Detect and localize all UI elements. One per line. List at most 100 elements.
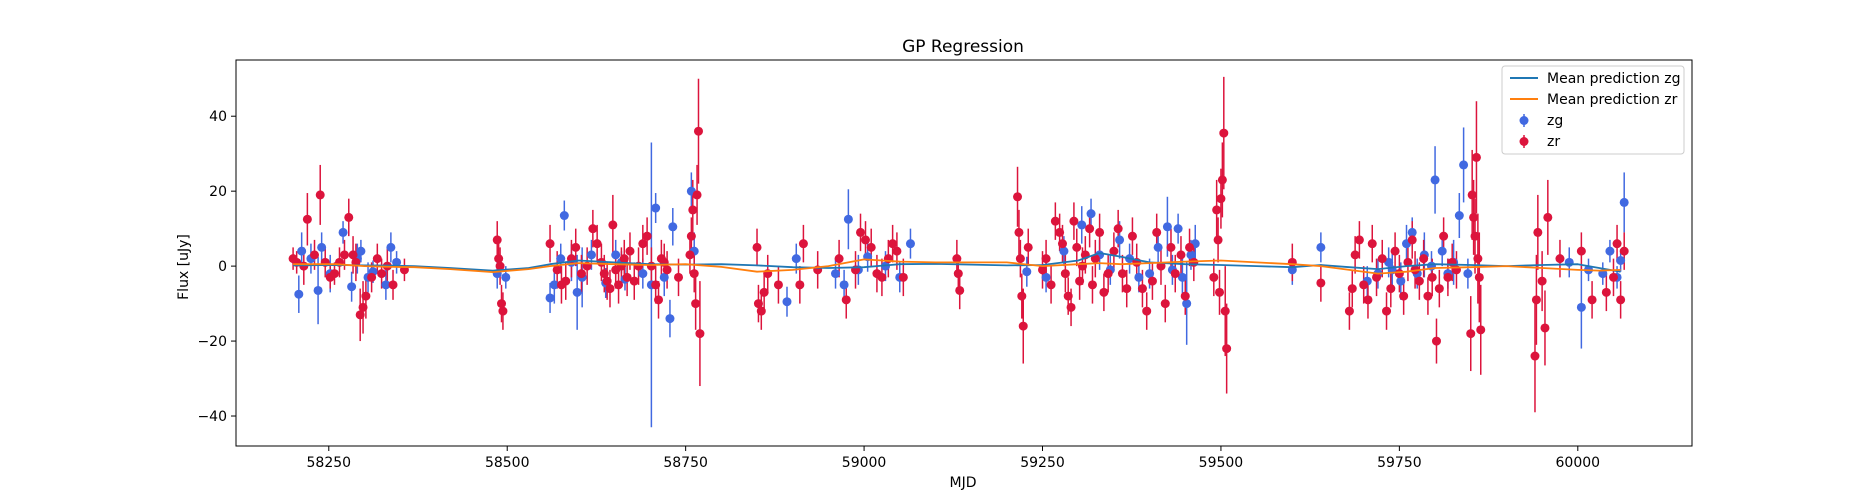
- zg-data-point: [659, 272, 669, 282]
- zr-data-point: [1170, 269, 1180, 279]
- zr-data-point: [1066, 302, 1076, 312]
- x-tick-label: 60000: [1556, 455, 1601, 471]
- zg-data-point: [831, 269, 841, 279]
- zr-data-point: [372, 254, 382, 264]
- zr-data-point: [1467, 190, 1477, 200]
- mean-prediction-zg-line: [293, 252, 1621, 273]
- zg-data-point: [556, 254, 566, 264]
- zr-data-point: [1537, 276, 1547, 286]
- zr-data-point: [1217, 175, 1227, 185]
- zr-data-point: [1372, 272, 1382, 282]
- zg-data-point: [549, 280, 559, 290]
- zr-data-point: [892, 246, 902, 256]
- zr-data-point: [315, 190, 325, 200]
- zg-data-point: [1022, 267, 1032, 277]
- zr-data-point: [1113, 224, 1123, 234]
- zr-data-point: [756, 306, 766, 316]
- zr-data-point: [552, 265, 562, 275]
- plot-frame: [235, 59, 1693, 447]
- zr-data-point: [310, 250, 320, 260]
- zr-data-point: [1127, 231, 1137, 241]
- zr-data-point: [1347, 284, 1357, 294]
- zg-data-point: [1077, 220, 1087, 230]
- zr-data-point: [498, 306, 508, 316]
- zr-data-point: [1533, 227, 1543, 237]
- zg-data-point: [905, 239, 915, 249]
- zr-data-point: [1023, 242, 1033, 252]
- zr-data-point: [1439, 231, 1449, 241]
- zr-data-point: [1540, 323, 1550, 333]
- x-tick-label: 59000: [842, 455, 887, 471]
- zg-data-point: [1564, 257, 1574, 267]
- zg-data-point: [1407, 227, 1417, 237]
- zr-data-point: [1189, 257, 1199, 267]
- zr-data-point: [1117, 269, 1127, 279]
- zg-data-point: [839, 280, 849, 290]
- zr-data-point: [1359, 280, 1369, 290]
- zr-data-point: [608, 220, 618, 230]
- zr-data-point: [1394, 269, 1404, 279]
- zr-data-point: [1367, 239, 1377, 249]
- zr-data-point: [1354, 235, 1364, 245]
- zr-data-point: [495, 261, 505, 271]
- zr-data-point: [367, 272, 377, 282]
- zg-data-point: [1162, 222, 1172, 232]
- zg-data-point: [1459, 160, 1469, 170]
- zg-data-point: [381, 280, 391, 290]
- zr-data-point: [692, 190, 702, 200]
- zr-data-point: [1122, 284, 1132, 294]
- x-tick-label: 59250: [1020, 455, 1065, 471]
- zr-data-point: [599, 269, 609, 279]
- zr-data-point: [1423, 291, 1433, 301]
- zr-data-point: [1363, 295, 1373, 305]
- zr-data-point: [841, 295, 851, 305]
- zr-data-point: [693, 126, 703, 136]
- legend-label-zr-line: Mean prediction zr: [1547, 92, 1678, 108]
- zg-data-point: [1153, 242, 1163, 252]
- zr-data-point: [1046, 280, 1056, 290]
- zg-data-point: [545, 293, 555, 303]
- zg-data-point: [1182, 299, 1192, 309]
- zr-data-point: [344, 212, 354, 222]
- zr-data-point: [1063, 291, 1073, 301]
- zg-data-point: [1177, 272, 1187, 282]
- zg-data-point: [347, 282, 357, 292]
- zr-data-point: [1616, 295, 1626, 305]
- zr-data-point: [1160, 299, 1170, 309]
- zr-data-point: [654, 295, 664, 305]
- zr-data-point: [1085, 224, 1095, 234]
- zr-data-point: [1057, 239, 1067, 249]
- zr-data-point: [1344, 306, 1354, 316]
- zr-data-point: [1209, 272, 1219, 282]
- zr-data-point: [1075, 276, 1085, 286]
- zr-data-point: [339, 250, 349, 260]
- x-tick-label: 58250: [307, 455, 352, 471]
- legend-swatch-zr-marker: [1519, 137, 1529, 146]
- zg-data-point: [1134, 272, 1144, 282]
- zr-data-point: [619, 254, 629, 264]
- zr-data-point: [329, 269, 339, 279]
- zr-data-point: [1220, 306, 1230, 316]
- x-tick-label: 58750: [663, 455, 708, 471]
- zr-data-point: [1087, 280, 1097, 290]
- x-axis-label: MJD: [950, 475, 977, 491]
- zr-data-point: [1185, 242, 1195, 252]
- zr-data-point: [497, 299, 507, 309]
- zg-data-point: [356, 246, 366, 256]
- y-axis-label: Flux [uJy]: [176, 234, 192, 300]
- legend-label-zg-points: zg: [1547, 113, 1563, 129]
- zg-data-point: [392, 257, 402, 267]
- zr-data-point: [576, 269, 586, 279]
- zg-data-point: [501, 272, 511, 282]
- zr-data-point: [1017, 291, 1027, 301]
- legend-box: [1501, 65, 1685, 155]
- zr-data-point: [1222, 344, 1232, 354]
- zr-data-point: [1041, 254, 1051, 264]
- zr-data-point: [1147, 276, 1157, 286]
- zr-data-point: [1090, 254, 1100, 264]
- zr-data-point: [622, 272, 632, 282]
- zr-data-point: [302, 214, 312, 224]
- zr-data-point: [1038, 265, 1048, 275]
- zr-data-point: [1587, 295, 1597, 305]
